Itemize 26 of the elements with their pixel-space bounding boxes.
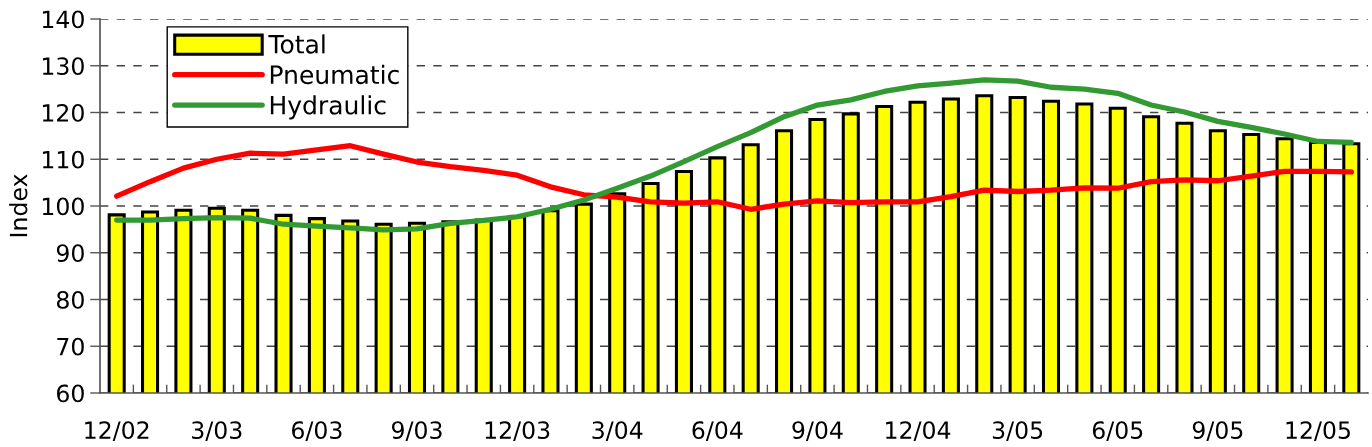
x-tick-label: 9/04 [792, 421, 843, 441]
x-tick-label: 3/05 [992, 421, 1043, 441]
y-tick-label: 100 [42, 197, 84, 216]
x-tick-label: 3/03 [192, 421, 242, 441]
x-tick-label: 6/04 [692, 421, 743, 441]
y-tick-label: 70 [57, 337, 84, 356]
y-tick-label: 110 [42, 150, 84, 169]
x-tick-label: 12/04 [886, 421, 951, 441]
x-tick-label: 3/04 [592, 421, 643, 441]
y-tick-label: 60 [57, 384, 84, 403]
x-tick-label: 12/02 [85, 421, 149, 441]
x-tick-label: 12/03 [485, 421, 550, 441]
legend-label: Pneumatic [270, 64, 399, 85]
x-tick-label: 6/03 [292, 421, 342, 441]
y-tick-label: 120 [42, 103, 84, 122]
y-tick-label: 90 [56, 244, 84, 263]
legend-label: Total [268, 34, 325, 54]
y-tick-label: 80 [56, 290, 84, 309]
y-tick-label: 140 [42, 10, 84, 29]
x-tick-label: 9/03 [391, 421, 442, 441]
y-axis-title: Index [9, 174, 28, 237]
x-tick-label: 6/05 [1092, 421, 1143, 441]
legend-label: Hydraulic [270, 95, 386, 120]
x-tick-label: 9/05 [1192, 421, 1243, 441]
x-tick-label: 12/05 [1286, 421, 1350, 441]
y-tick-label: 130 [42, 57, 84, 76]
